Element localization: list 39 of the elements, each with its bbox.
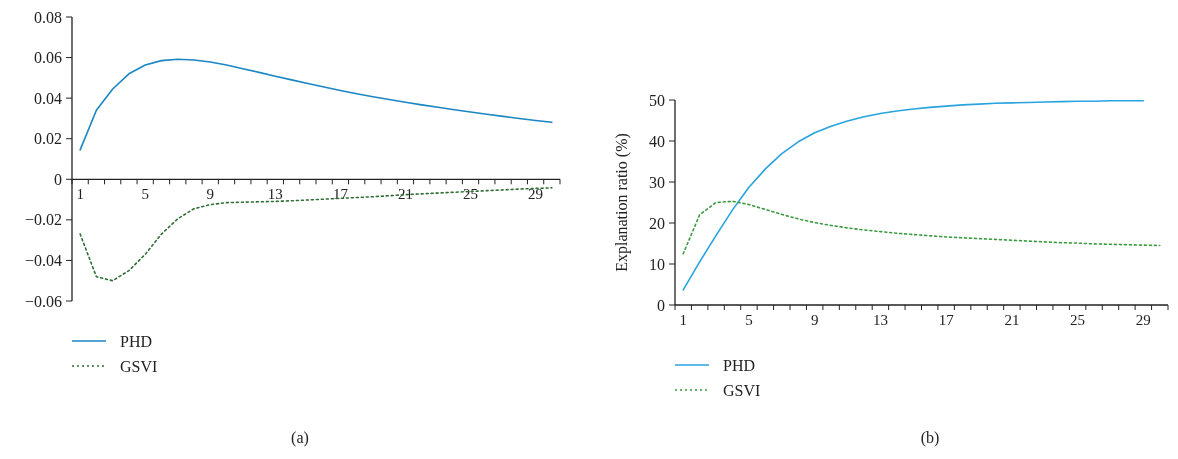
x-tick-label: 1: [679, 312, 687, 328]
x-tick-label: 25: [1070, 312, 1086, 328]
y-tick-label: 40: [649, 132, 665, 150]
x-tick-label: 1: [76, 186, 84, 203]
y-tick-label: 0: [657, 296, 665, 314]
line-series: [682, 100, 1145, 291]
y-tick-label: 0: [54, 170, 62, 188]
y-tick-label: 0.08: [34, 8, 62, 26]
text: (a): [291, 429, 309, 447]
line-series: [79, 58, 553, 151]
y-tick-label: 20: [649, 214, 665, 232]
x-tick-label: 9: [810, 312, 819, 328]
x-tick-label: 9: [206, 186, 215, 203]
y-tick-label: 30: [649, 173, 665, 191]
y-tick-label: 0.02: [34, 130, 62, 148]
legend-label: PHD: [120, 332, 153, 350]
x-tick-label: 13: [872, 312, 888, 328]
legend-label: GSVI: [723, 381, 761, 399]
y-tick-label: −0.04: [24, 252, 62, 270]
y-tick-label: −0.06: [24, 292, 62, 310]
x-tick-label: 5: [745, 312, 753, 328]
x-tick-label: 5: [141, 186, 149, 203]
text: (b): [920, 429, 940, 447]
legend-label: GSVI: [120, 357, 158, 375]
x-tick-label: 21: [397, 186, 413, 203]
y-tick-label: 50: [649, 91, 665, 109]
y-tick-label: 0.06: [34, 49, 62, 67]
x-tick-label: 17: [938, 312, 955, 328]
y-tick-label: −0.02: [24, 211, 62, 229]
y-tick-label: 0.04: [34, 89, 62, 107]
legend-label: PHD: [723, 356, 756, 374]
x-tick-label: 29: [528, 186, 544, 203]
x-tick-label: 29: [1135, 312, 1151, 328]
line-series: [682, 200, 1161, 255]
x-tick-label: 21: [1004, 312, 1020, 328]
line-series: [79, 187, 553, 282]
y-tick-label: 10: [649, 255, 665, 273]
y-axis-title: Explanation ratio (%): [613, 133, 631, 272]
x-tick-label: 13: [267, 186, 283, 203]
